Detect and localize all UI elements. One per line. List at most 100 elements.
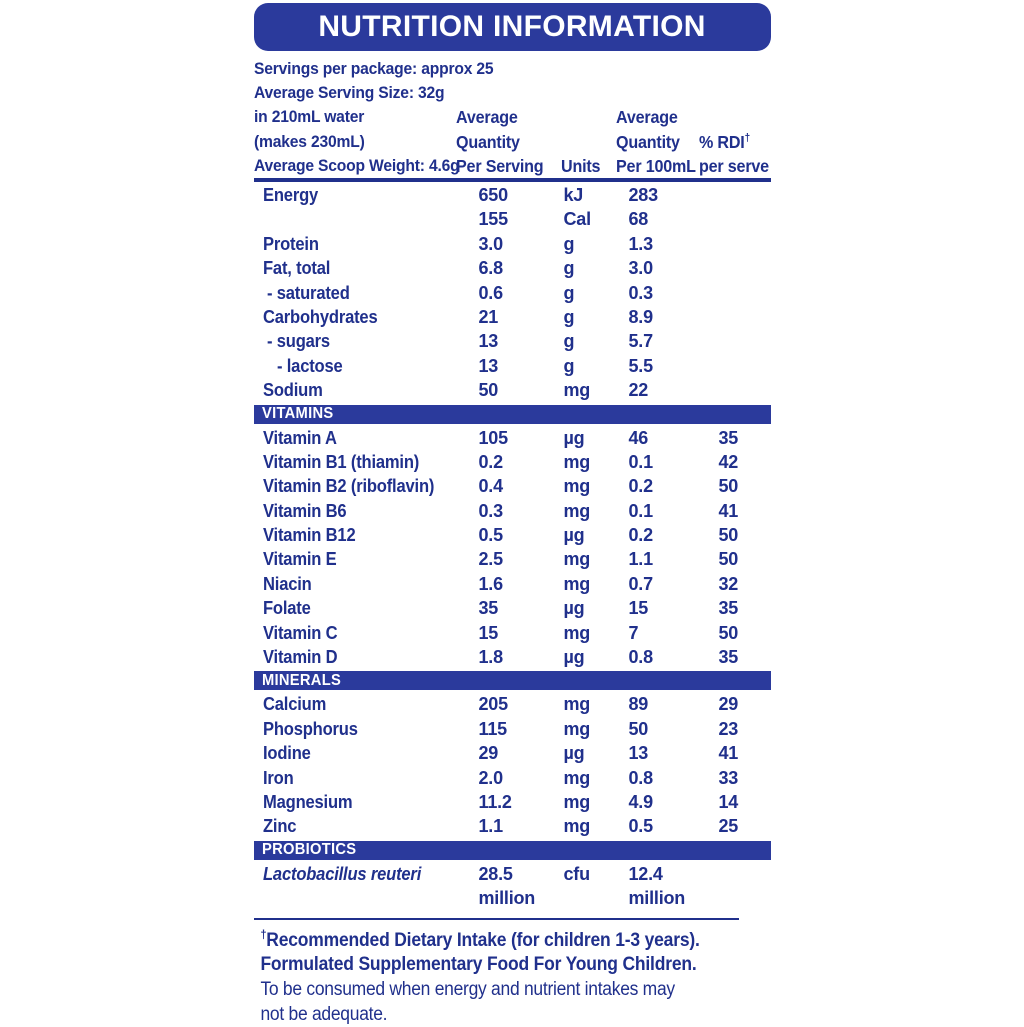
qty-per-serving: 13 [478,355,499,376]
unit-cell: g [563,331,575,352]
qty-per-100ml: 0.7 [628,573,654,594]
rdi-per-serve: 41 [718,500,739,521]
qty-per-serving: 21 [478,306,499,327]
rdi-per-serve: 35 [718,598,739,619]
qty-per-serving: 11.2 [478,791,512,812]
table-row: Phosphorus 115 mg 50 23 [254,717,771,741]
title-banner: NUTRITION INFORMATION [253,3,771,51]
nutrient-label: Sodium [262,380,323,401]
qty-per-serving: 650 [478,185,509,205]
column-header-per-serving: Average Quantity Per Serving [455,107,544,176]
unit-cell: mg [563,816,591,837]
rdi-per-serve: 50 [718,622,739,643]
qty-per-100ml: 22 [628,380,649,401]
qty-per-100ml: 5.7 [628,331,654,352]
table-row: Protein 3.0 g 1.3 [254,232,771,256]
qty-per-serving: 155 [478,209,509,230]
nutrient-label: Lactobacillus reuteri [262,863,421,884]
unit-cell: mg [563,476,591,497]
nutrient-label: Vitamin B1 (thiamin) [262,451,419,472]
section-banner-label: PROBIOTICS [261,841,356,859]
unit-cell: g [563,282,575,303]
rdi-per-serve: 32 [718,573,739,594]
table-row: Vitamin B1 (thiamin) 0.2 mg 0.1 42 [254,450,771,474]
rdi-per-serve: 25 [718,816,739,837]
table-header: Servings per package: approx 25 Average … [254,57,771,178]
rdi-per-serve: 42 [718,451,739,472]
qty-per-serving: 115 [478,718,508,739]
nutrient-label: - sugars [266,331,330,352]
nutrient-label: Phosphorus [262,718,358,739]
header-divider-rule [253,178,771,182]
qty-per-100ml: 12.4 million [628,863,686,909]
table-row: Vitamin B2 (riboflavin) 0.4 mg 0.2 50 [254,474,771,498]
rdi-per-serve: 33 [718,767,739,788]
water-volume: in 210mL water [253,107,364,127]
table-row: Vitamin C 15 mg 7 50 [254,621,771,645]
qty-per-serving: 1.8 [478,647,504,668]
unit-cell: µg [563,427,585,448]
qty-per-100ml: 68 [628,209,649,230]
nutrient-label: Vitamin A [262,427,337,448]
qty-per-100ml: 4.9 [628,791,654,812]
scoop-weight: Average Scoop Weight: 4.6g [253,155,460,175]
qty-per-100ml: 3.0 [628,258,654,279]
table-row: 155 Cal 68 [254,207,771,231]
qty-per-100ml: 5.5 [628,355,654,376]
qty-per-100ml: 89 [628,694,649,715]
table-row: Niacin 1.6 mg 0.7 32 [254,572,771,596]
nutrient-label: Niacin [262,573,312,594]
qty-per-100ml: 0.1 [628,500,654,521]
unit-cell: mg [563,791,591,812]
table-row: Vitamin B12 0.5 µg 0.2 50 [254,523,771,547]
qty-per-100ml: 7 [628,622,639,643]
dagger-icon: † [744,131,750,144]
table-row: Carbohydrates 21 g 8.9 [254,305,771,329]
table-row: Zinc 1.1 mg 0.5 25 [254,814,771,838]
dagger-icon: † [259,928,266,942]
qty-per-100ml: 283 [628,185,659,205]
rdi-per-serve: 50 [718,525,739,546]
qty-per-serving: 0.5 [478,525,504,546]
unit-cell: µg [563,525,585,546]
qty-per-serving: 105 [478,427,509,448]
footnotes: †Recommended Dietary Intake (for childre… [254,929,730,1027]
qty-per-100ml: 0.3 [628,282,654,303]
qty-per-100ml: 50 [628,718,649,739]
unit-cell: mg [563,380,591,401]
footnote-consumption-advice: To be consumed when energy and nutrient … [259,978,675,1025]
rdi-per-serve: 35 [718,647,739,668]
made-volume: (makes 230mL) [253,131,365,151]
nutrient-label: Protein [262,233,319,254]
nutrient-label: Energy [262,185,318,205]
qty-per-serving: 50 [478,380,499,401]
table-row: Calcium 205 mg 89 29 [254,692,771,716]
nutrient-label: Zinc [262,816,296,837]
footnote-divider-rule [253,917,739,920]
unit-cell: mg [563,573,591,594]
table-row: Vitamin E 2.5 mg 1.1 50 [254,547,771,571]
qty-per-serving: 1.1 [478,816,504,837]
unit-cell: µg [563,647,585,668]
column-header-rdi: % RDI† per serve [699,130,775,178]
qty-per-serving: 3.0 [478,233,504,254]
nutrient-label: Vitamin D [262,647,338,668]
qty-per-serving: 0.3 [478,500,504,521]
qty-per-100ml: 1.3 [628,233,654,254]
table-row: Vitamin B6 0.3 mg 0.1 41 [254,499,771,523]
unit-cell: mg [563,549,591,570]
nutrient-label: Magnesium [262,791,353,812]
serving-info: Servings per package: approx 25 Average … [254,57,771,178]
qty-per-100ml: 1.1 [628,549,654,570]
qty-per-100ml: 8.9 [628,306,654,327]
qty-per-serving: 29 [478,743,499,764]
qty-per-100ml: 0.8 [628,767,654,788]
section-banner-label: VITAMINS [261,405,333,423]
qty-per-100ml: 0.2 [628,476,654,497]
table-row: Vitamin D 1.8 µg 0.8 35 [254,645,771,669]
nutrient-label: Folate [262,598,311,619]
rdi-per-serve: 50 [718,549,739,570]
rdi-sub-label: per serve [698,155,769,176]
table-row: Folate 35 µg 15 35 [254,596,771,620]
table-row: Sodium 50 mg 22 [254,378,771,402]
